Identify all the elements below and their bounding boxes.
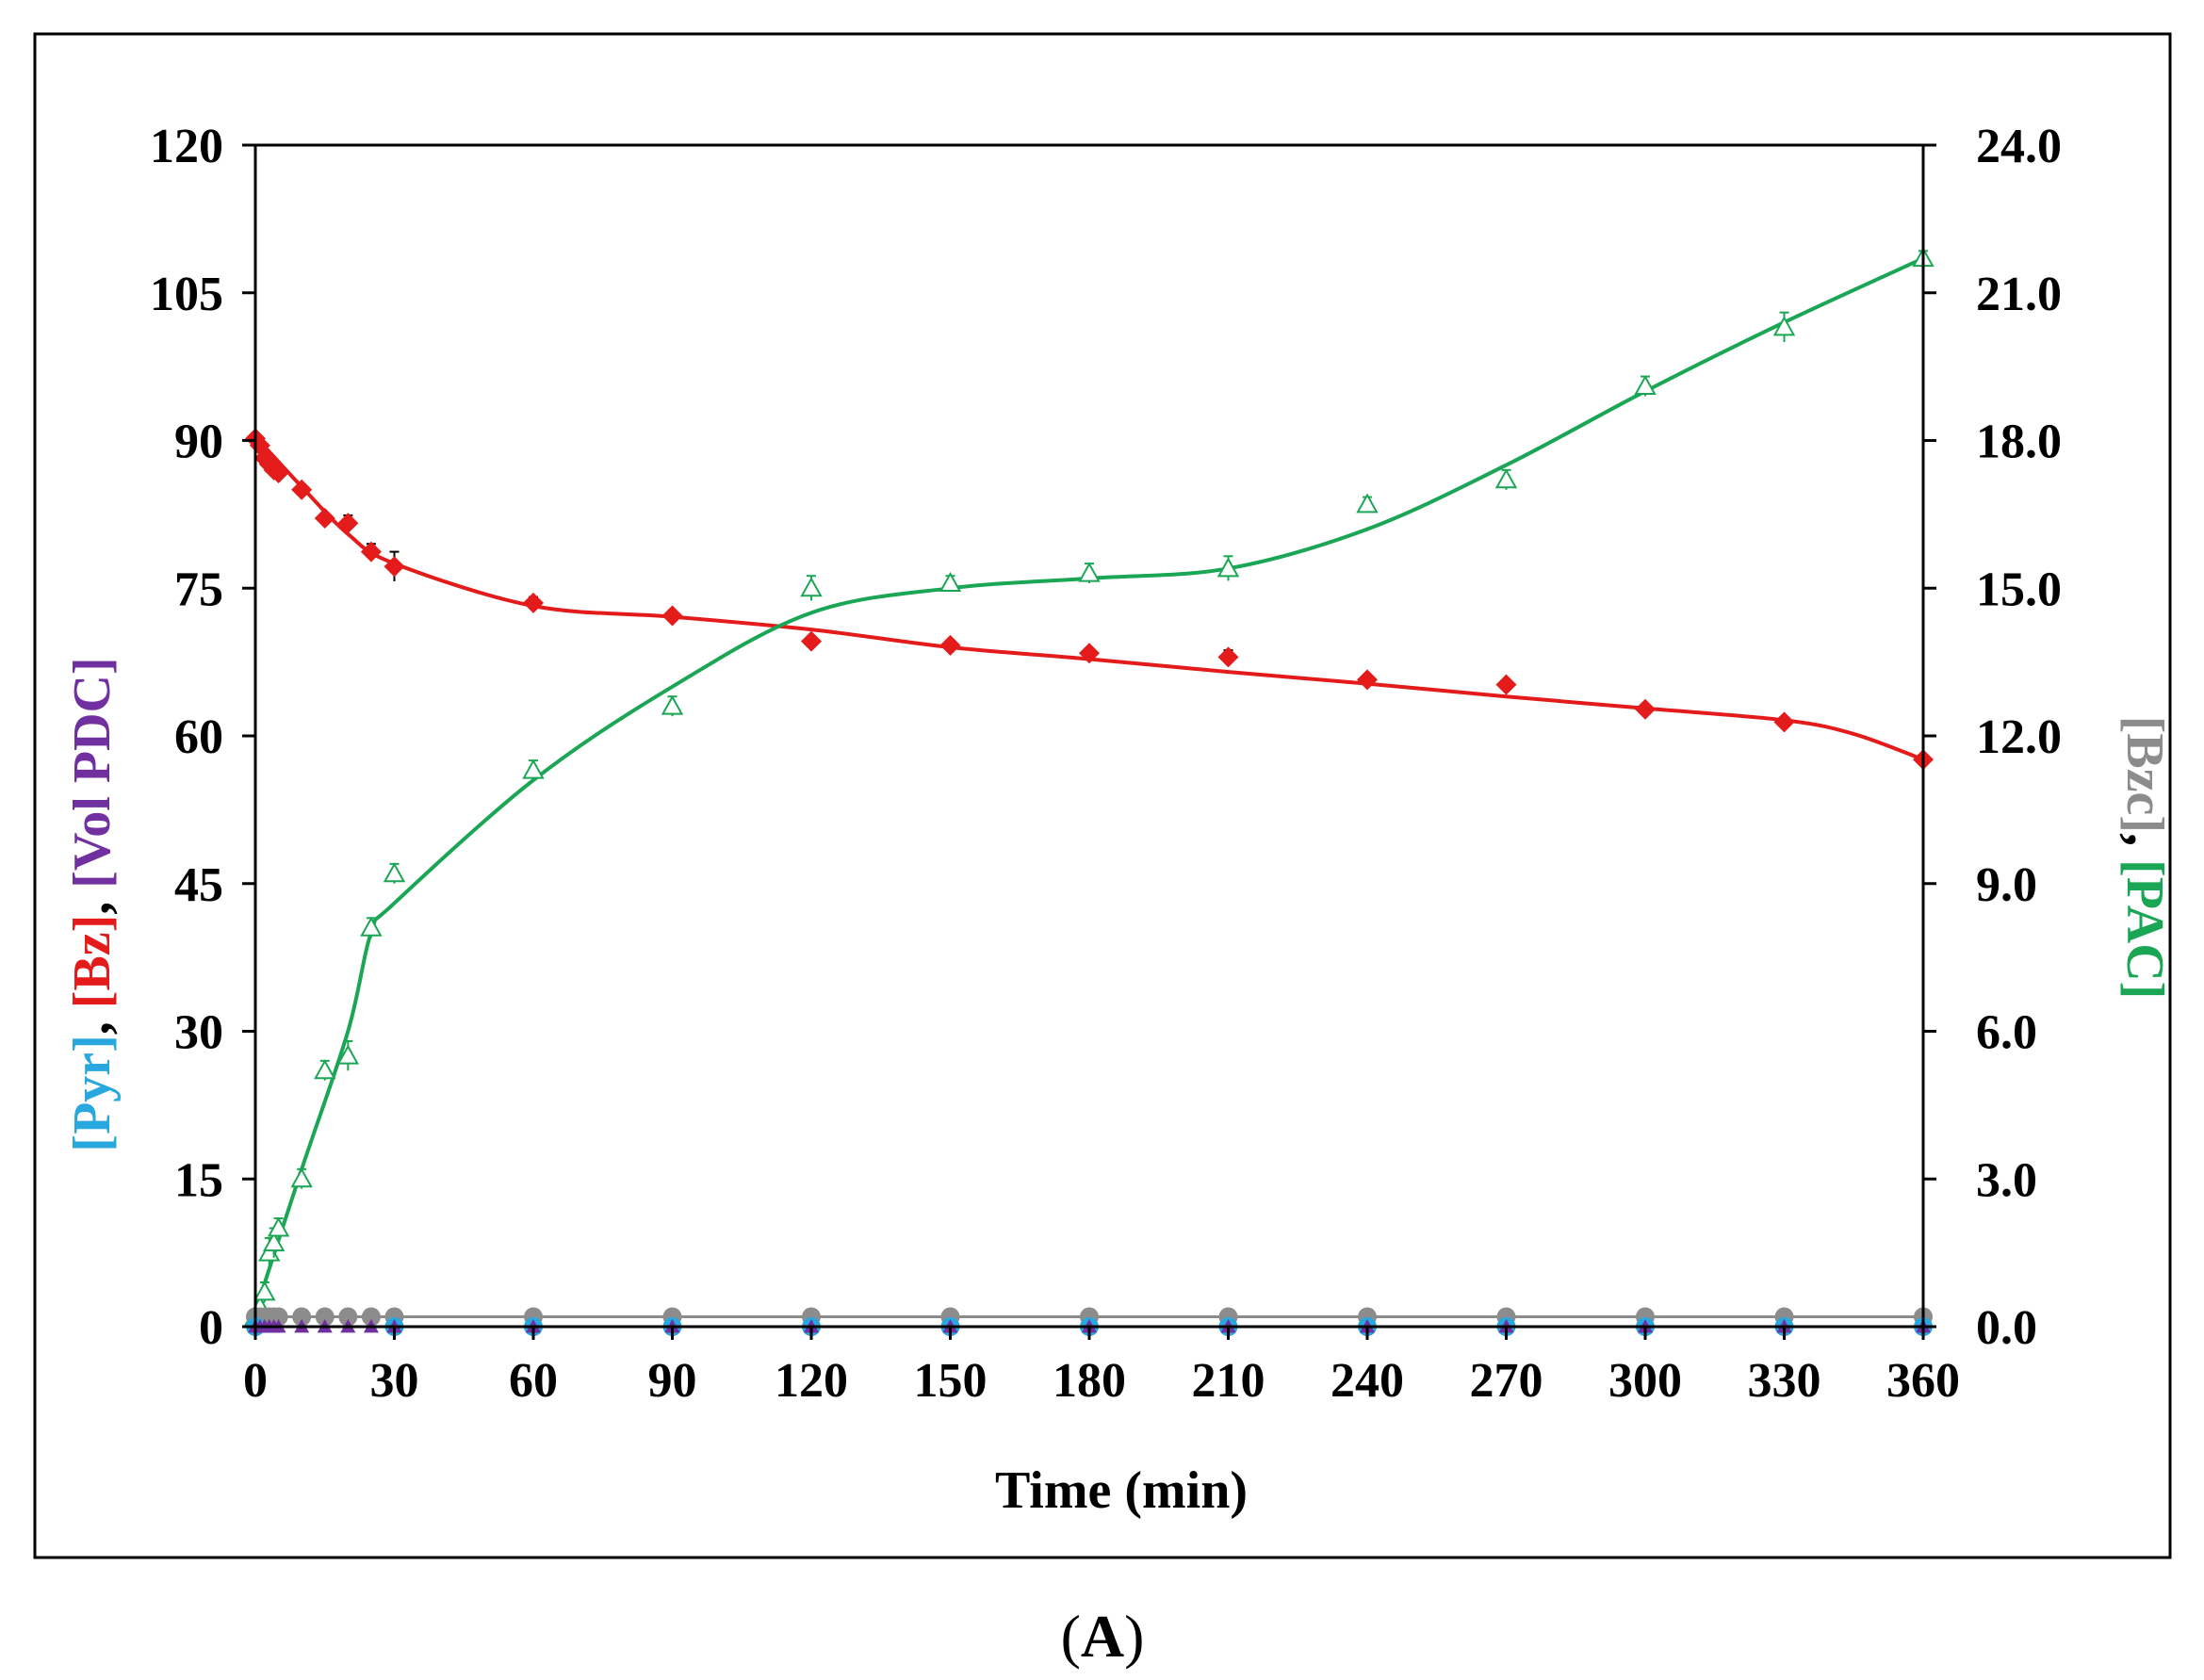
- marker-bz: [337, 513, 359, 534]
- panel-label-letter: A: [1081, 1603, 1124, 1670]
- y-left-tick-label: 30: [174, 1006, 223, 1060]
- marker-pac: [267, 1216, 290, 1237]
- y-left-tick-label: 90: [174, 416, 223, 469]
- y-right-tick-label: 9.0: [1976, 858, 2037, 912]
- y-left-tick-label: 0: [199, 1301, 223, 1355]
- marker-pac: [314, 1059, 336, 1080]
- x-tick-label: 0: [243, 1354, 268, 1408]
- marker-bzc: [361, 1307, 381, 1327]
- chart-frame: [33, 32, 2172, 1559]
- x-tick-label: 180: [1053, 1354, 1126, 1408]
- y-right-tick-label: 24.0: [1976, 120, 2062, 173]
- x-tick-label: 300: [1608, 1354, 1682, 1408]
- x-tick-label: 330: [1748, 1354, 1821, 1408]
- y-left-tick-label: 105: [150, 268, 223, 321]
- marker-pac: [383, 862, 406, 883]
- marker-pac: [800, 577, 823, 597]
- marker-bz: [661, 605, 683, 627]
- marker-pac: [1772, 316, 1796, 336]
- marker-pac: [1494, 468, 1518, 489]
- marker-bz: [523, 592, 544, 613]
- y-left-tick-label: 45: [174, 858, 223, 912]
- fit-curve-pac: [253, 256, 1924, 1313]
- y-right-tick-label: 21.0: [1976, 268, 2062, 321]
- marker-bz: [384, 556, 405, 578]
- x-tick-label: 360: [1886, 1354, 1960, 1408]
- marker-bz: [1217, 646, 1239, 668]
- marker-pac: [661, 694, 684, 715]
- y-right-tick-label: 0.0: [1976, 1301, 2037, 1355]
- y-left-title-part: ,: [63, 889, 122, 915]
- panel-label: (A): [1061, 1603, 1145, 1670]
- x-tick-label: 60: [509, 1354, 558, 1408]
- marker-bz: [314, 508, 335, 530]
- marker-bz: [1495, 674, 1517, 695]
- marker-pac: [360, 916, 383, 937]
- marker-pac: [336, 1044, 360, 1065]
- y-left-tick-label: 120: [150, 120, 223, 173]
- y-right-tick-label: 3.0: [1976, 1153, 2037, 1207]
- y-right-title-part: [PAC]: [2115, 859, 2174, 999]
- y-left-title-part: [Bz]: [63, 915, 122, 1009]
- x-tick-label: 240: [1331, 1354, 1404, 1408]
- marker-bzc: [292, 1307, 312, 1327]
- x-axis-title: Time (min): [995, 1461, 1248, 1520]
- x-tick-label: 30: [370, 1354, 419, 1408]
- marker-pac: [939, 571, 962, 593]
- y-left-tick-label: 75: [174, 563, 223, 616]
- x-tick-label: 150: [914, 1354, 988, 1408]
- marker-pac: [1216, 557, 1240, 578]
- marker-pac: [262, 1231, 286, 1252]
- y-left-title-part: [Vol PDC]: [63, 657, 122, 888]
- marker-pac: [1078, 562, 1101, 582]
- marker-bz: [360, 541, 382, 563]
- y-right-tick-label: 12.0: [1976, 710, 2062, 764]
- y-axis-left-title: [Pyr], [Bz], [Vol PDC]: [63, 657, 122, 1151]
- marker-pac: [290, 1167, 313, 1188]
- axes: 0 30 60 90 120 150 180 210 240 270 300 330 360 0 15 30 4…: [150, 120, 2062, 1408]
- y-left-tick-label: 60: [174, 710, 223, 764]
- marker-bz: [1635, 698, 1656, 720]
- marker-bzc: [338, 1307, 358, 1327]
- y-right-tick-label: 18.0: [1976, 416, 2062, 469]
- x-tick-label: 210: [1192, 1354, 1265, 1408]
- x-tick-label: 120: [775, 1354, 848, 1408]
- marker-pac: [1356, 493, 1379, 514]
- marker-bz: [1079, 643, 1100, 664]
- y-axis-right-title: [Bzc], [PAC]: [2115, 716, 2174, 1000]
- marker-pac: [1634, 374, 1657, 396]
- x-tick-label: 270: [1470, 1354, 1543, 1408]
- y-right-tick-label: 6.0: [1976, 1006, 2037, 1060]
- marker-bz: [939, 634, 961, 656]
- y-left-tick-label: 15: [174, 1153, 223, 1207]
- marker-bz: [1357, 669, 1378, 691]
- marker-bzc: [315, 1307, 335, 1327]
- marker-pac: [253, 1280, 276, 1301]
- y-right-title-part: ,: [2115, 833, 2174, 859]
- y-right-title-part: [Bzc]: [2115, 716, 2174, 833]
- marker-bz: [291, 479, 313, 500]
- marker-pac: [522, 758, 545, 779]
- marker-bz: [801, 630, 822, 652]
- marker-bz: [268, 462, 289, 483]
- marker-bz: [1773, 711, 1795, 733]
- y-left-title-part: ,: [63, 1008, 122, 1035]
- y-right-tick-label: 15.0: [1976, 563, 2062, 616]
- x-tick-label: 90: [648, 1354, 697, 1408]
- y-left-title-part: [Pyr]: [63, 1035, 122, 1151]
